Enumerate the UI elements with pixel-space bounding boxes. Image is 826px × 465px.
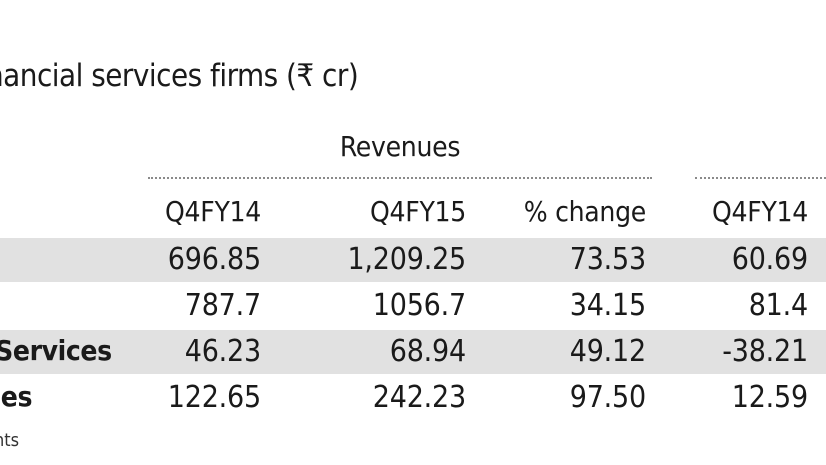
table-cell: 34.15 <box>569 288 646 323</box>
table-cell: 68.94 <box>389 334 466 369</box>
table-cell: 12.59 <box>731 380 808 415</box>
table-cell: 46.23 <box>184 334 261 369</box>
table-row: vices 122.65 242.23 97.50 12.59 <box>0 376 826 420</box>
column-header-change: % change <box>523 195 647 228</box>
table-cell: 696.85 <box>167 242 261 277</box>
column-header-q4fy15: Q4FY15 <box>370 195 466 228</box>
table-cell: 242.23 <box>372 380 466 415</box>
column-header-q4fy14-second: Q4FY14 <box>712 195 808 228</box>
table-cell: 49.12 <box>569 334 646 369</box>
table-cell: 122.65 <box>167 380 261 415</box>
second-group-rule <box>695 177 826 179</box>
footnote: nts <box>0 430 20 451</box>
table-row: s 696.85 1,209.25 73.53 60.69 <box>0 238 826 282</box>
table-row: 787.7 1056.7 34.15 81.4 <box>0 284 826 328</box>
revenues-group-rule <box>148 177 652 179</box>
table-cell: 1,209.25 <box>347 242 466 277</box>
row-label: al Services <box>0 334 112 367</box>
table-title: nancial services firms (₹ cr) <box>0 58 359 94</box>
table-row: al Services 46.23 68.94 49.12 -38.21 <box>0 330 826 374</box>
column-header-q4fy14: Q4FY14 <box>165 195 261 228</box>
table-cell: 787.7 <box>184 288 261 323</box>
row-label: vices <box>0 380 33 413</box>
table-cell: 1056.7 <box>372 288 466 323</box>
table-cell: 73.53 <box>569 242 646 277</box>
table-cell: 60.69 <box>731 242 808 277</box>
table-cell: 81.4 <box>748 288 808 323</box>
table-cell: -38.21 <box>722 334 808 369</box>
table-cell: 97.50 <box>569 380 646 415</box>
revenues-group-header: Revenues <box>339 130 461 163</box>
